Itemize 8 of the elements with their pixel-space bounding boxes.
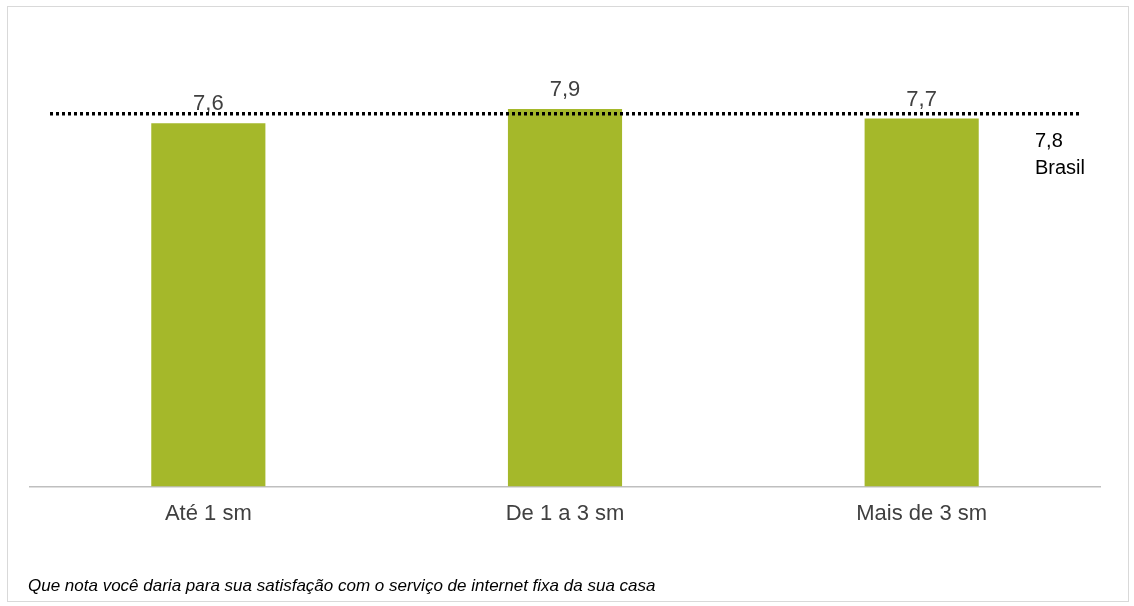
x-tick-label: Mais de 3 sm	[856, 499, 988, 525]
x-tick-label: Até 1 sm	[164, 499, 252, 525]
x-tick-label: De 1 a 3 sm	[505, 499, 625, 525]
text: Que nota você daria para sua satisfação com o serviço de internet fixa da sua casa	[28, 576, 656, 596]
data-label: 7,7	[906, 85, 937, 111]
data-label: 7,6	[193, 90, 224, 116]
data-label: 7,9	[549, 76, 581, 102]
ref-line-label: 7,8 Brasil	[1035, 129, 1086, 179]
